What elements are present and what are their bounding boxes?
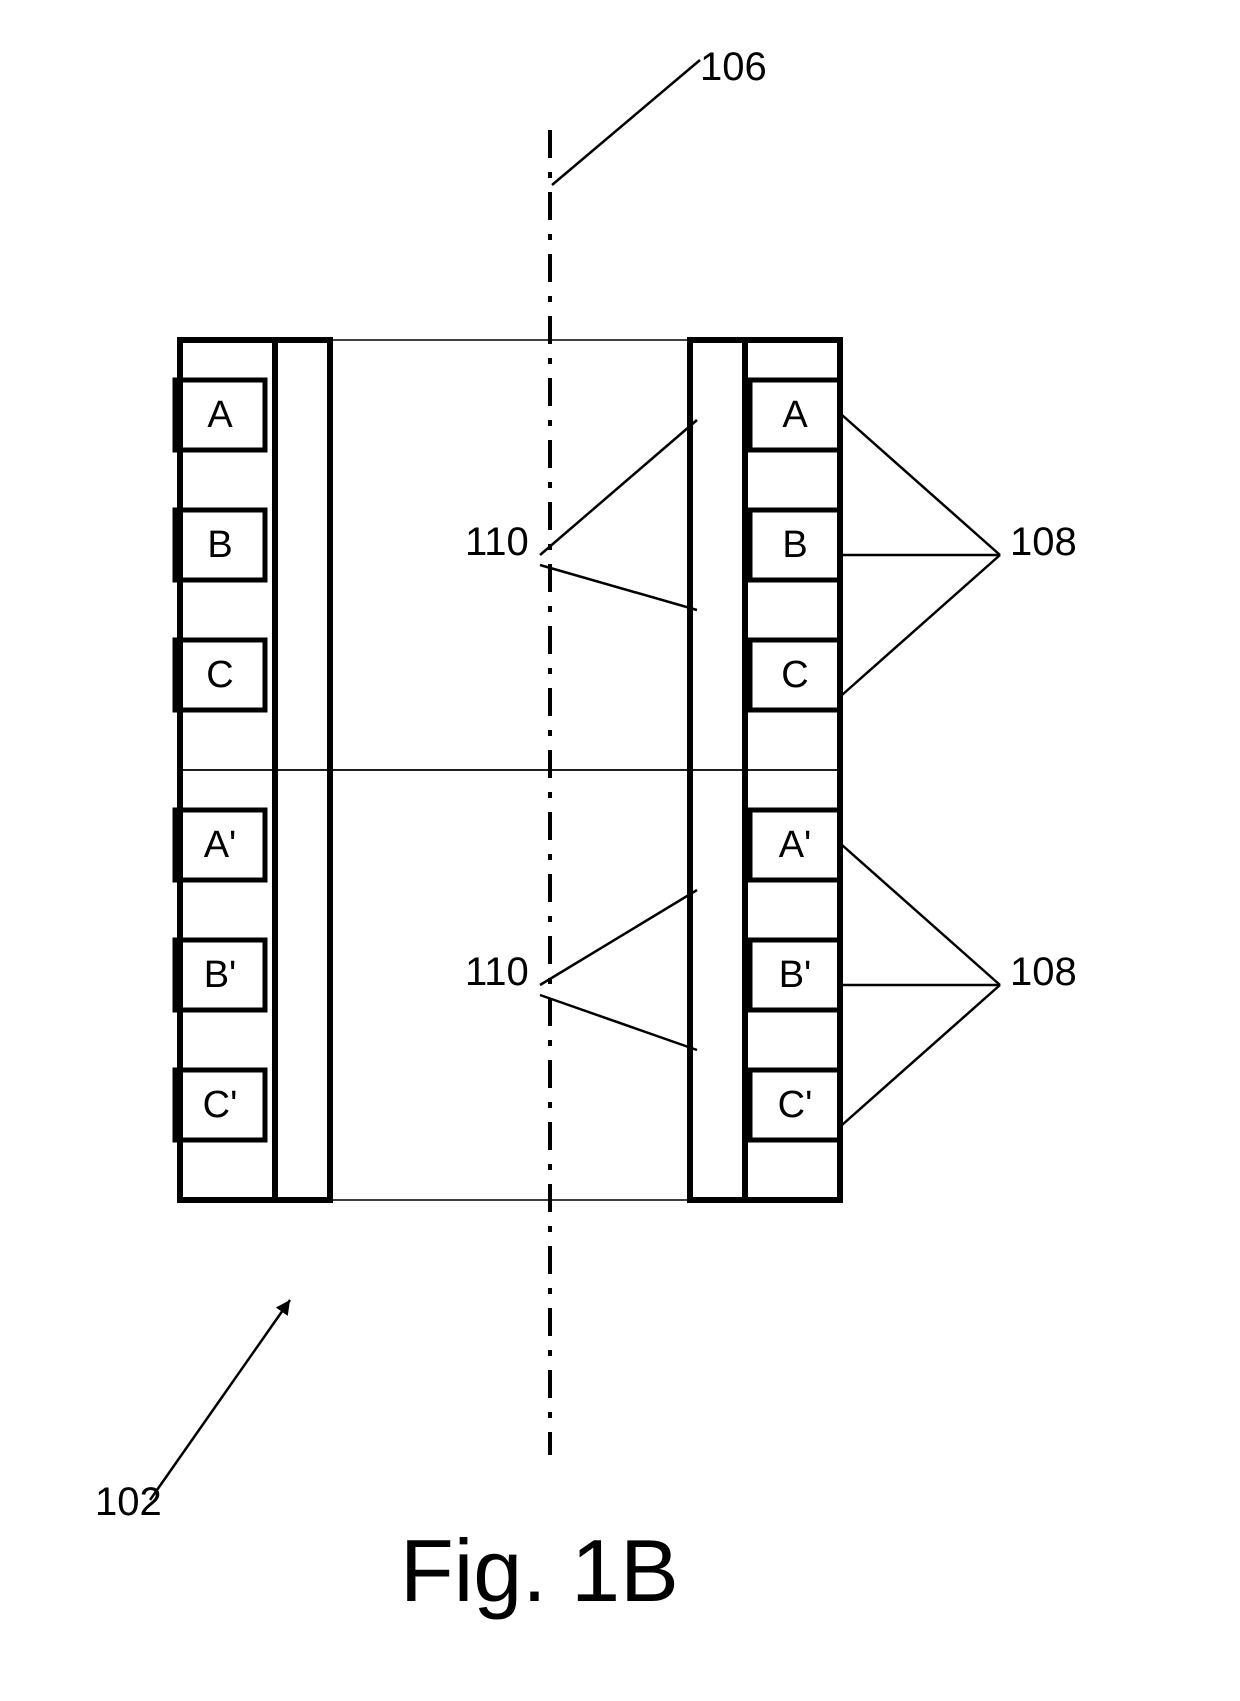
figure-stage: A A B B C C A' A' B' B' C' C' 106 110 108 110 108 1… xyxy=(0,0,1240,1701)
lower-right-cell-label: C' xyxy=(778,1084,813,1126)
callout-106: 106 xyxy=(700,45,767,90)
lower-left-cell-label: A' xyxy=(204,824,237,866)
upper-right-cell-label: C xyxy=(781,654,808,696)
callout-102: 102 xyxy=(95,1480,162,1525)
callout-108-lower: 108 xyxy=(1010,950,1077,995)
figure-caption: Fig. 1B xyxy=(400,1520,679,1622)
lower-left-cell-label: C' xyxy=(203,1084,238,1126)
lower-left-cell-label: B' xyxy=(204,954,237,996)
callout-110-upper: 110 xyxy=(465,520,529,565)
upper-left-cell-label: B xyxy=(207,524,232,566)
diagram-svg: A A B B C C A' A' B' B' C' C' xyxy=(0,0,1240,1701)
upper-left-cell-label: A xyxy=(207,394,233,436)
upper-left-cell-label: C xyxy=(206,654,233,696)
lower-right-cell-label: B' xyxy=(779,954,812,996)
lower-right-cell-label: A' xyxy=(779,824,812,866)
callout-110-lower: 110 xyxy=(465,950,529,995)
upper-right-cell-label: A xyxy=(782,394,808,436)
arrow-head-102 xyxy=(276,1300,290,1316)
upper-right-cell-label: B xyxy=(782,524,807,566)
callout-108-upper: 108 xyxy=(1010,520,1077,565)
